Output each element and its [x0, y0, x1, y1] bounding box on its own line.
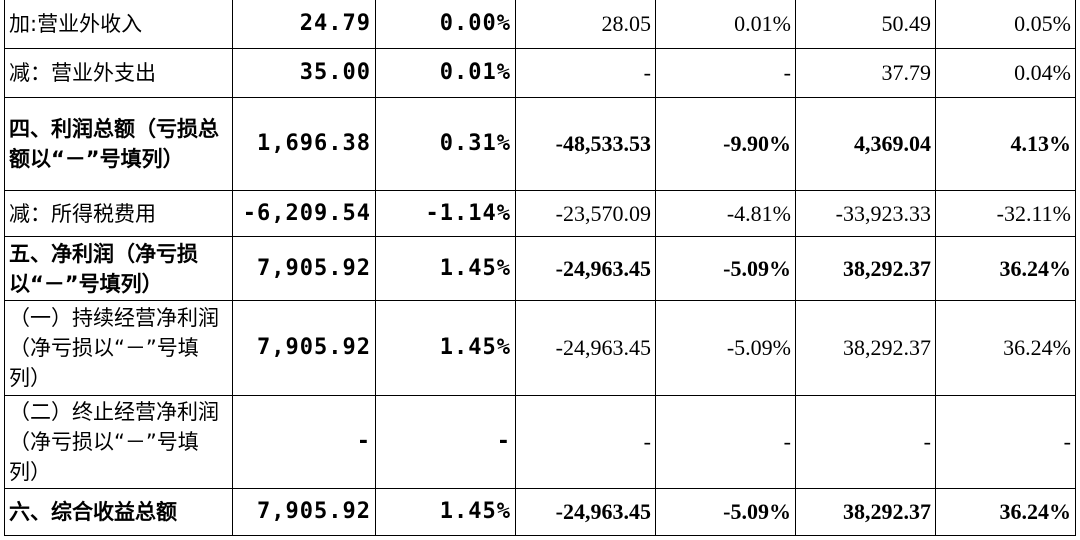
cell: 1.45%	[375, 488, 516, 536]
cell: -	[232, 395, 376, 489]
row-label: （二）终止经营净利润（净亏损以“－”号填列）	[4, 395, 233, 489]
cell: 7,905.92	[232, 300, 376, 396]
row-label: 减：营业外支出	[4, 48, 233, 98]
row-label: 六、综合收益总额	[4, 488, 233, 536]
cell: 0.00%	[375, 0, 516, 49]
cell: -32.11%	[935, 190, 1076, 237]
cell: -	[655, 395, 796, 489]
cell: -1.14%	[375, 190, 516, 237]
cell: -24,963.45	[515, 236, 656, 301]
cell: -	[515, 48, 656, 98]
income-table: 加:营业外收入 24.79 0.00% 28.05 0.01% 50.49 0.05% 减：营…	[4, 0, 1076, 536]
cell: 1,696.38	[232, 97, 376, 191]
cell: 0.01%	[375, 48, 516, 98]
cell: -	[935, 395, 1076, 489]
table-row: 五、净利润（净亏损以“－”号填列） 7,905.92 1.45% -24,963.45…	[4, 236, 1076, 301]
cell: 0.04%	[935, 48, 1076, 98]
cell: -6,209.54	[232, 190, 376, 237]
cell: 1.45%	[375, 236, 516, 301]
cell: -24,963.45	[515, 300, 656, 396]
cell: -5.09%	[655, 236, 796, 301]
cell: 38,292.37	[795, 236, 936, 301]
cell: 0.05%	[935, 0, 1076, 49]
cell: 37.79	[795, 48, 936, 98]
cell: -	[375, 395, 516, 489]
cell: -33,923.33	[795, 190, 936, 237]
cell: 36.24%	[935, 236, 1076, 301]
cell: -48,533.53	[515, 97, 656, 191]
cell: 38,292.37	[795, 300, 936, 396]
cell: 4,369.04	[795, 97, 936, 191]
row-label: 四、利润总额（亏损总额以“－”号填列）	[4, 97, 233, 191]
cell: 50.49	[795, 0, 936, 49]
cell: -5.09%	[655, 300, 796, 396]
cell: -23,570.09	[515, 190, 656, 237]
cell: 24.79	[232, 0, 376, 49]
row-label: （一）持续经营净利润（净亏损以“－”号填列）	[4, 300, 233, 396]
cell: -	[795, 395, 936, 489]
cell: -9.90%	[655, 97, 796, 191]
cell: 0.01%	[655, 0, 796, 49]
table-body: 加:营业外收入 24.79 0.00% 28.05 0.01% 50.49 0.05% 减：营…	[4, 0, 1076, 536]
cell: 28.05	[515, 0, 656, 49]
cell: 36.24%	[935, 488, 1076, 536]
cell: -4.81%	[655, 190, 796, 237]
row-label: 减：所得税费用	[4, 190, 233, 237]
cell: -24,963.45	[515, 488, 656, 536]
table-row: 四、利润总额（亏损总额以“－”号填列） 1,696.38 0.31% -48,533.…	[4, 97, 1076, 191]
cell: 4.13%	[935, 97, 1076, 191]
row-label: 五、净利润（净亏损以“－”号填列）	[4, 236, 233, 301]
row-label: 加:营业外收入	[4, 0, 233, 49]
cell: 1.45%	[375, 300, 516, 396]
table-row: 六、综合收益总额 7,905.92 1.45% -24,963.45 -5.09% 38,…	[4, 488, 1076, 536]
cell: 38,292.37	[795, 488, 936, 536]
table-row: （二）终止经营净利润（净亏损以“－”号填列） - - - - - -	[4, 395, 1076, 489]
cell: 7,905.92	[232, 236, 376, 301]
table-row: （一）持续经营净利润（净亏损以“－”号填列） 7,905.92 1.45% -24,9…	[4, 300, 1076, 396]
cell: -	[655, 48, 796, 98]
cell: 35.00	[232, 48, 376, 98]
table-row: 减：营业外支出 35.00 0.01% - -37.79 0.04%	[4, 48, 1076, 98]
cell: 36.24%	[935, 300, 1076, 396]
cell: -5.09%	[655, 488, 796, 536]
cell: -	[515, 395, 656, 489]
table-row: 减：所得税费用 -6,209.54 -1.14% -23,570.09 -4.81% -3…	[4, 190, 1076, 237]
cell: 7,905.92	[232, 488, 376, 536]
cell: 0.31%	[375, 97, 516, 191]
table-row: 加:营业外收入 24.79 0.00% 28.05 0.01% 50.49 0.05%	[4, 0, 1076, 49]
